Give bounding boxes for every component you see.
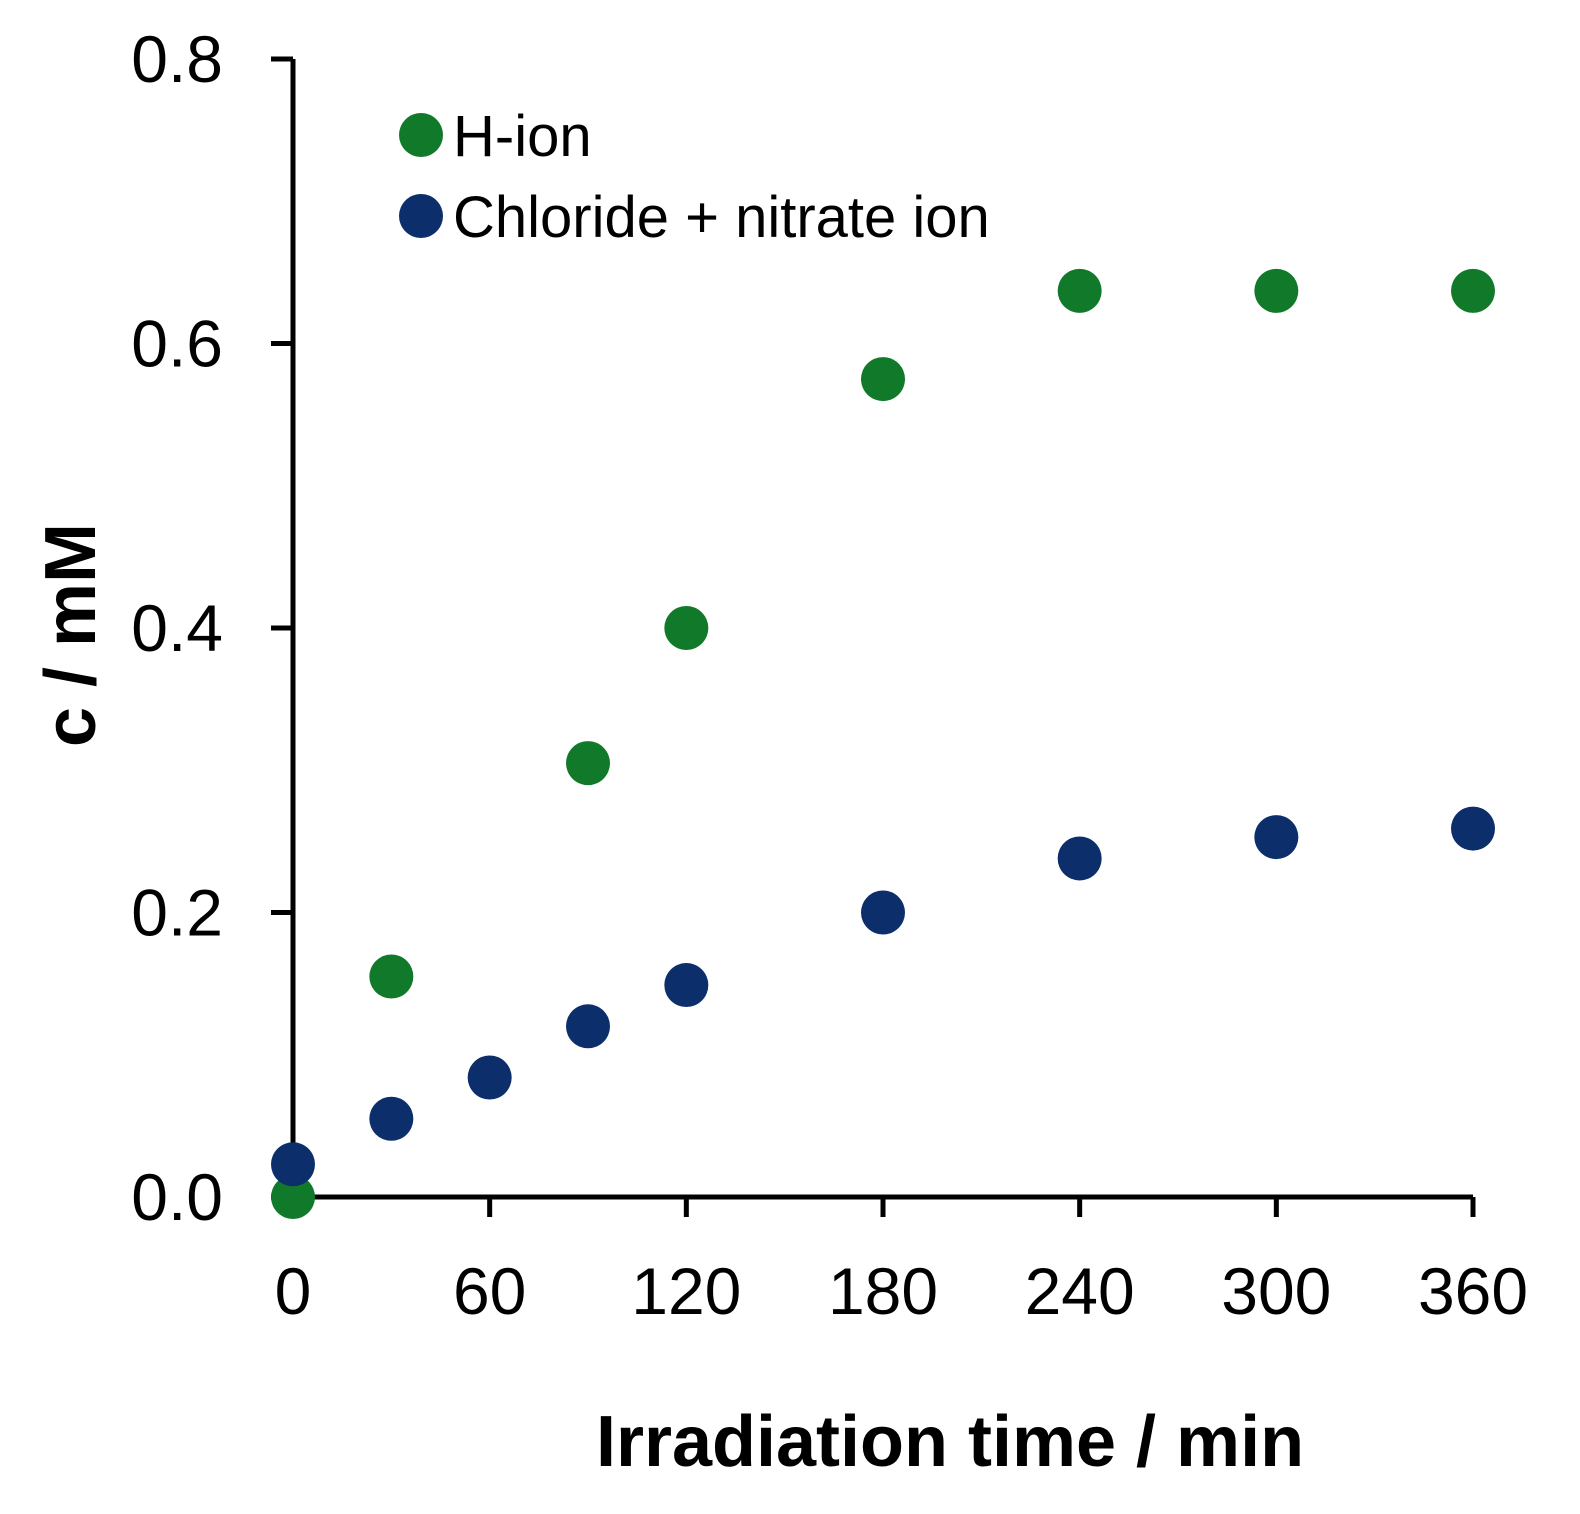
data-points (271, 268, 1495, 1219)
data-point (271, 1175, 315, 1219)
data-point (1451, 268, 1495, 313)
data-point (369, 1096, 414, 1141)
x-ticks: 0 60 120 180 240 300 360 (275, 1197, 1528, 1328)
legend-label-chloride-nitrate: Chloride + nitrate ion (453, 185, 990, 250)
data-point (566, 741, 610, 786)
legend-marker-chloride-nitrate (399, 194, 443, 238)
x-tick-label: 60 (453, 1254, 526, 1328)
x-tick-label: 360 (1418, 1254, 1528, 1328)
data-point (1057, 268, 1102, 313)
legend-marker-h-ion (399, 113, 443, 157)
y-tick-label: 0.6 (131, 307, 223, 381)
series-chloride-nitrate-ion (271, 806, 1495, 1187)
data-point (566, 1004, 610, 1049)
data-point (861, 890, 905, 935)
data-point (467, 1055, 512, 1100)
x-tick-label: 0 (275, 1254, 312, 1328)
data-point (1254, 268, 1299, 313)
x-tick-label: 240 (1025, 1254, 1135, 1328)
data-point (369, 954, 414, 999)
x-tick-label: 300 (1221, 1254, 1331, 1328)
series-h-ion (271, 268, 1495, 1219)
x-tick-label: 120 (631, 1254, 741, 1328)
data-point (1254, 815, 1299, 860)
y-tick-label: 0.2 (131, 876, 223, 950)
data-point (271, 1142, 315, 1187)
y-tick-label: 0.4 (131, 591, 223, 665)
x-axis-title: Irradiation time / min (596, 1402, 1304, 1482)
data-point (1451, 806, 1495, 851)
legend: H-ion Chloride + nitrate ion (399, 104, 990, 250)
data-point (861, 357, 905, 402)
data-point (1057, 836, 1102, 881)
data-point (664, 606, 709, 650)
x-tick-label: 180 (828, 1254, 938, 1328)
data-point (664, 963, 709, 1008)
legend-label-h-ion: H-ion (453, 104, 592, 169)
y-tick-label: 0.0 (131, 1160, 223, 1234)
y-tick-label: 0.8 (131, 22, 223, 96)
y-ticks: 0.0 0.2 0.4 0.6 0.8 (131, 22, 293, 1234)
y-axis-title: c / mM (31, 523, 111, 747)
